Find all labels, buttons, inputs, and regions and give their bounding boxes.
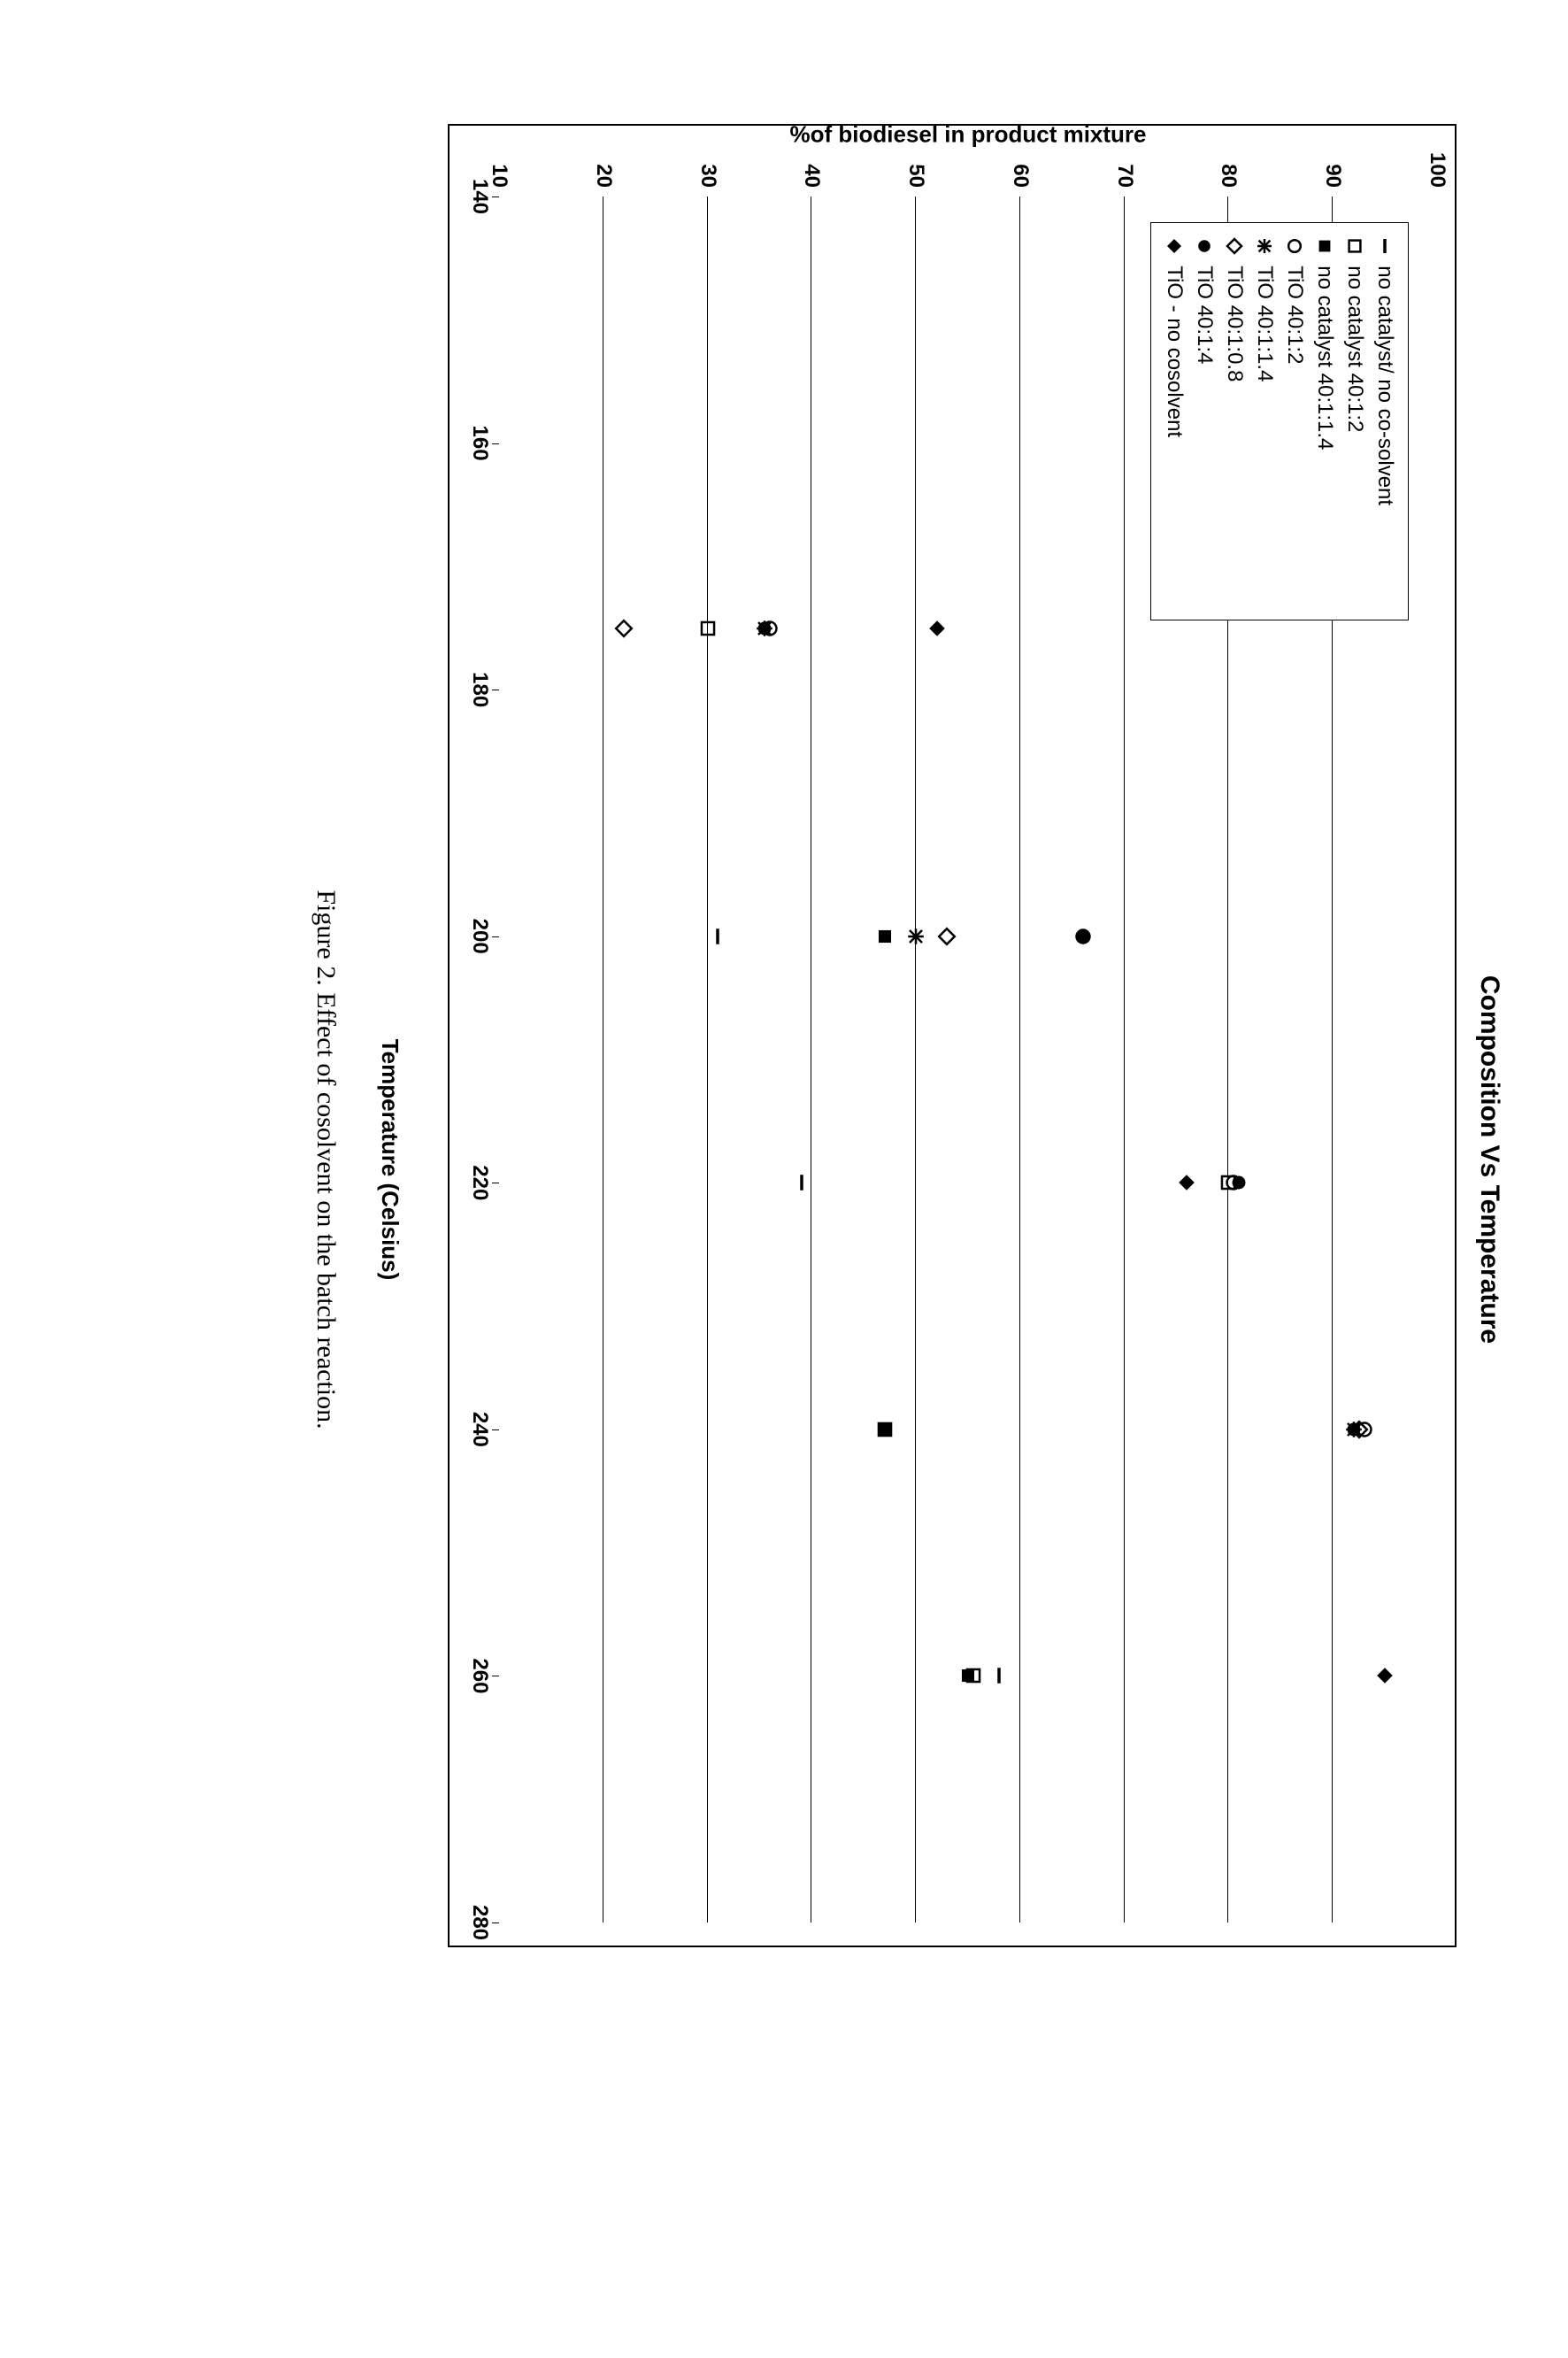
legend-label: TiO 40:1:0.8 (1222, 266, 1247, 381)
legend: no catalyst/ no co-solventno catalyst 40… (1150, 222, 1409, 620)
legend-marker-icon (1165, 235, 1183, 257)
figure-caption: Figure 2. Effect of cosolvent on the bat… (311, 124, 341, 2195)
data-point (614, 619, 634, 638)
legend-marker-icon (1286, 235, 1303, 257)
chart-frame: %of biodiesel in product mixture 1020304… (448, 124, 1457, 1947)
y-tick-label: 100 (1425, 152, 1449, 196)
legend-item: TiO 40:1:1.4 (1252, 235, 1277, 607)
legend-item: TiO - no cosolvent (1162, 235, 1187, 607)
data-point (875, 1420, 895, 1439)
y-tick-label: 30 (696, 164, 720, 196)
gridline-h (707, 196, 708, 1923)
legend-label: TiO - no cosolvent (1162, 266, 1187, 437)
data-point (927, 619, 947, 638)
legend-label: no catalyst/ no co-solvent (1372, 266, 1397, 505)
y-axis-label: %of biodiesel in product mixture (789, 121, 1146, 149)
x-tick-label: 260 (467, 1658, 499, 1693)
data-point (1177, 1173, 1196, 1192)
legend-label: TiO 40:1:4 (1192, 266, 1217, 364)
data-point (875, 927, 895, 946)
x-tick-label: 160 (467, 426, 499, 461)
legend-label: no catalyst 40:1:1.4 (1312, 266, 1337, 450)
legend-item: TiO 40:1:4 (1192, 235, 1217, 607)
y-tick-label: 90 (1320, 164, 1345, 196)
x-tick-label: 200 (467, 919, 499, 954)
data-point (937, 927, 957, 946)
data-point (989, 1666, 1009, 1685)
rotated-chart-wrapper: Composition Vs Temperature %of biodiesel… (142, 124, 1504, 2195)
legend-marker-icon (1346, 235, 1364, 257)
data-point (698, 619, 718, 638)
data-point (792, 1173, 811, 1192)
x-axis-label: Temperature (Celsius) (376, 124, 404, 2195)
gridline-h (1019, 196, 1020, 1923)
legend-label: no catalyst 40:1:2 (1342, 266, 1367, 432)
x-tick-label: 240 (467, 1412, 499, 1447)
data-point (1344, 1420, 1364, 1439)
legend-marker-icon (1256, 235, 1273, 257)
legend-item: TiO 40:1:2 (1282, 235, 1307, 607)
data-point (1229, 1173, 1249, 1192)
gridline-h (1124, 196, 1125, 1923)
legend-label: TiO 40:1:2 (1282, 266, 1307, 364)
x-tick-label: 140 (467, 179, 499, 214)
legend-marker-icon (1226, 235, 1243, 257)
y-tick-label: 80 (1216, 164, 1241, 196)
data-point (708, 927, 727, 946)
legend-item: no catalyst 40:1:1.4 (1312, 235, 1337, 607)
data-point (1073, 927, 1093, 946)
legend-item: no catalyst 40:1:2 (1342, 235, 1367, 607)
legend-item: no catalyst/ no co-solvent (1372, 235, 1397, 607)
y-tick-label: 70 (1112, 164, 1137, 196)
legend-marker-icon (1195, 235, 1213, 257)
x-tick-label: 180 (467, 672, 499, 707)
y-tick-label: 20 (591, 164, 616, 196)
gridline-h (915, 196, 916, 1923)
y-tick-label: 50 (903, 164, 928, 196)
legend-label: TiO 40:1:1.4 (1252, 266, 1277, 381)
x-tick-label: 220 (467, 1165, 499, 1200)
y-tick-label: 60 (1008, 164, 1033, 196)
data-point (958, 1666, 978, 1685)
legend-item: TiO 40:1:0.8 (1222, 235, 1247, 607)
x-tick-label: 280 (467, 1905, 499, 1940)
data-point (755, 619, 774, 638)
y-tick-label: 40 (799, 164, 824, 196)
chart-title: Composition Vs Temperature (1474, 124, 1504, 2195)
data-point (1375, 1666, 1395, 1685)
legend-marker-icon (1376, 235, 1394, 257)
data-point (906, 927, 926, 946)
plot-area: %of biodiesel in product mixture 1020304… (499, 196, 1437, 1923)
legend-marker-icon (1316, 235, 1334, 257)
page: Composition Vs Temperature %of biodiesel… (35, 35, 1568, 2323)
